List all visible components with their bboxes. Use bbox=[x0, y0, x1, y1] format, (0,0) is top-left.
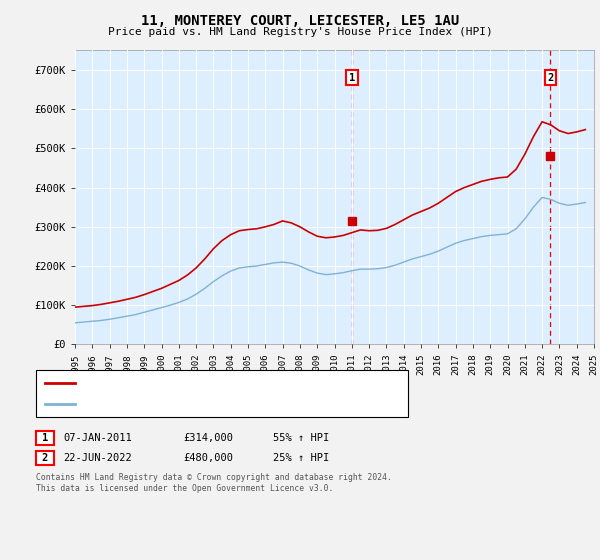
Text: HPI: Average price, detached house, Leicester: HPI: Average price, detached house, Leic… bbox=[81, 399, 323, 408]
Text: 22-JUN-2022: 22-JUN-2022 bbox=[63, 453, 132, 463]
Text: 2: 2 bbox=[547, 73, 553, 83]
Text: 55% ↑ HPI: 55% ↑ HPI bbox=[273, 433, 329, 443]
Text: Price paid vs. HM Land Registry's House Price Index (HPI): Price paid vs. HM Land Registry's House … bbox=[107, 27, 493, 37]
Text: 1: 1 bbox=[42, 433, 48, 443]
Text: 2: 2 bbox=[42, 453, 48, 463]
Text: 07-JAN-2011: 07-JAN-2011 bbox=[63, 433, 132, 443]
Text: Contains HM Land Registry data © Crown copyright and database right 2024.
This d: Contains HM Land Registry data © Crown c… bbox=[36, 473, 392, 493]
Text: 11, MONTEREY COURT, LEICESTER, LE5 1AU: 11, MONTEREY COURT, LEICESTER, LE5 1AU bbox=[141, 14, 459, 28]
Text: 1: 1 bbox=[349, 73, 355, 83]
Text: £480,000: £480,000 bbox=[183, 453, 233, 463]
Text: £314,000: £314,000 bbox=[183, 433, 233, 443]
Text: 25% ↑ HPI: 25% ↑ HPI bbox=[273, 453, 329, 463]
Text: 11, MONTEREY COURT, LEICESTER, LE5 1AU (detached house): 11, MONTEREY COURT, LEICESTER, LE5 1AU (… bbox=[81, 379, 377, 388]
